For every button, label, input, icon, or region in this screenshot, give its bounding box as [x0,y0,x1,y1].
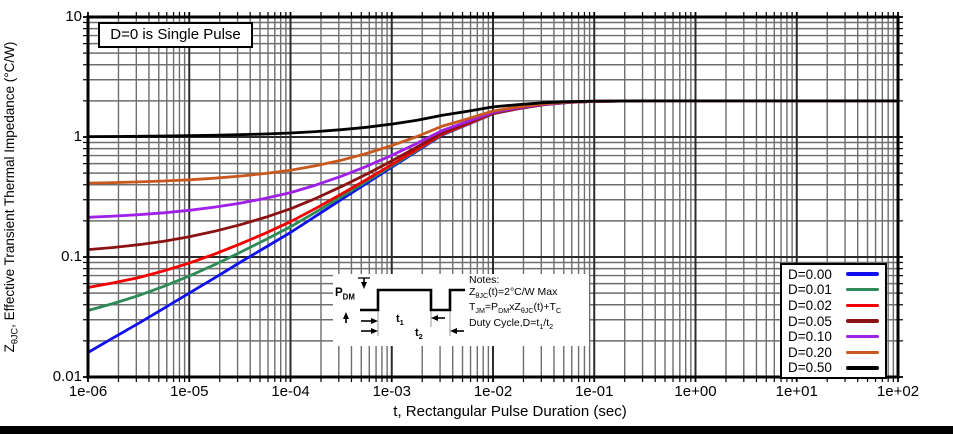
x-tick-label: 1e-02 [473,383,513,400]
pdm-label: PDM [335,287,355,302]
note-duty-cycle: Duty Cycle,D=t1/t2 [469,316,554,332]
legend-row-D=0.01: D=0.01 [782,282,885,297]
y-axis-title: ZθJC, Effective Transient Thermal Impeda… [2,41,20,353]
legend-label: D=0.10 [788,329,832,345]
t2-left-arrow-icon [371,328,378,334]
legend-label: D=0.02 [788,297,832,313]
legend-color-line [846,334,879,339]
legend-color-line [846,303,879,308]
x-tick-label: 1e-04 [271,383,310,400]
t1-label: t1 [396,313,404,328]
y-tick-label: 0.1 [61,248,82,265]
curve-D=0.50 [86,99,900,138]
y-tick-label: 1 [73,128,82,145]
x-tick-label: 1e-05 [170,383,209,400]
single-pulse-annotation: D=0 is Single Pulse [98,22,253,48]
x-tick-label: 1e-03 [372,383,411,400]
legend-row-D=0.00: D=0.00 [782,267,885,282]
legend-color-line [846,288,879,292]
note-zthjc-max: ZθJC(t)=2°C/W Max [469,285,558,300]
legend-label: D=0.00 [788,266,832,282]
t1-right-arrow-icon [431,315,438,321]
legend-label: D=0.20 [788,344,832,360]
y-tick-label: 10 [65,8,82,25]
pulse-definition-inset: PDM t1 t2 Notes: ZθJC(t)=2°C/W Max TJM=P… [333,274,589,346]
footer-bar [0,426,953,434]
legend-row-D=0.20: D=0.20 [782,345,885,360]
legend-label: D=0.01 [788,282,832,298]
t2-label: t2 [415,327,423,342]
up-arrow-icon [343,312,349,319]
notes-title: Notes: [469,274,500,286]
legend-color-line [846,350,879,354]
legend-box: D=0.00 D=0.01 D=0.02 D=0.05 D=0.10 D=0.20 D=0.… [780,263,887,379]
pulse-train-path [360,288,465,312]
legend-row-D=0.05: D=0.05 [782,314,885,329]
notes-block: Notes: ZθJC(t)=2°C/W Max TJM=PDMxZθJC(t)… [469,274,562,334]
y-tick-label: 0.01 [52,368,82,385]
legend-color-line [846,319,879,323]
t2-right-arrow-icon [450,328,457,334]
x-axis-title: t, Rectangular Pulse Duration (sec) [393,403,627,420]
note-tjm-formula: TJM=PDMxZθJC(t)+TC [469,301,562,316]
x-tick-label: 1e+02 [876,383,920,400]
x-tick-label: 1e+01 [775,383,818,400]
down-arrow-icon [361,282,367,289]
x-tick-label: 1e+00 [674,383,717,400]
legend-color-line [846,272,879,276]
x-tick-label: 1e-06 [68,383,108,400]
legend-row-D=0.02: D=0.02 [782,298,885,313]
x-tick-label: 1e-01 [575,383,614,400]
legend-label: D=0.50 [788,360,832,376]
t1-left-arrow-icon [371,318,378,324]
legend-color-line [846,366,879,370]
pulse-waveform-diagram [343,277,465,336]
legend-row-D=0.10: D=0.10 [782,329,885,344]
legend-label: D=0.05 [788,313,832,329]
legend-row-D=0.50: D=0.50 [782,360,885,375]
